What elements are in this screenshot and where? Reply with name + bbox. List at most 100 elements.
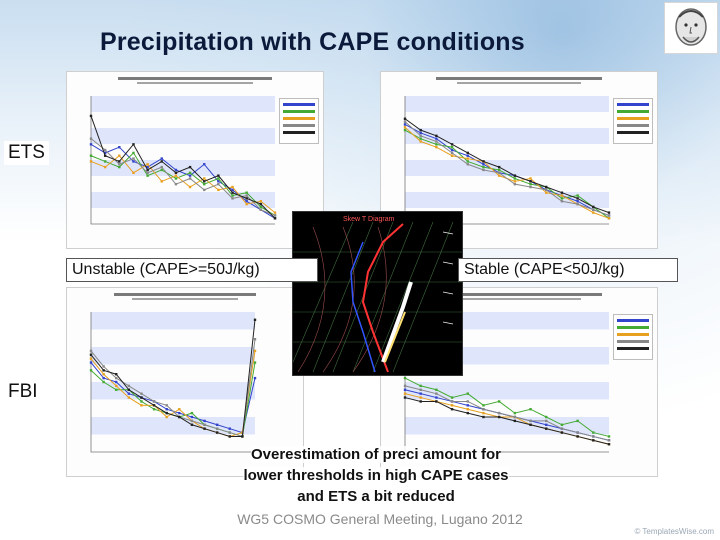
- series-point: [513, 182, 517, 186]
- series-point: [592, 431, 595, 434]
- legend-swatch-5: [617, 131, 649, 134]
- series-point: [497, 171, 501, 174]
- series-point: [89, 353, 93, 356]
- grid-band: [405, 382, 609, 400]
- grid-band: [91, 160, 275, 176]
- series-point: [466, 404, 469, 407]
- series-point: [103, 154, 107, 157]
- series-point: [174, 171, 178, 174]
- series-point: [115, 388, 118, 391]
- series-point: [174, 168, 178, 172]
- series-point: [529, 182, 532, 186]
- series-point: [482, 411, 485, 415]
- series-point: [529, 408, 532, 411]
- grid-band: [405, 417, 609, 435]
- series-line-4: [404, 121, 610, 216]
- legend-swatch-3: [617, 333, 649, 336]
- series-point: [190, 419, 194, 423]
- series-point: [592, 205, 595, 209]
- series-point: [231, 197, 234, 200]
- series-point: [419, 392, 422, 395]
- ets-unstable-chart: [66, 71, 324, 249]
- legend-swatch-2: [617, 110, 649, 113]
- series-point: [607, 214, 611, 217]
- series-point: [450, 148, 454, 152]
- series-point: [419, 128, 422, 132]
- series-point: [545, 419, 548, 423]
- series-point: [190, 411, 194, 415]
- skew-t-diagram: Skew T Diagram: [292, 211, 463, 376]
- series-point: [203, 180, 206, 183]
- series-point: [435, 392, 438, 395]
- series-point: [497, 165, 501, 169]
- legend-swatch-4: [617, 124, 649, 127]
- series-line-1: [90, 143, 276, 219]
- series-line-2: [90, 152, 276, 216]
- series-point: [259, 208, 263, 211]
- series-point: [545, 191, 548, 194]
- series-point: [466, 157, 469, 160]
- series-point: [419, 140, 422, 143]
- series-point: [513, 415, 517, 419]
- grid-band: [91, 347, 255, 365]
- series-point: [259, 202, 263, 206]
- series-point: [576, 419, 579, 423]
- series-point: [513, 419, 517, 423]
- series-point: [450, 151, 454, 155]
- grid-band: [405, 96, 609, 112]
- series-point: [203, 188, 206, 192]
- series-point: [273, 217, 277, 220]
- series-point: [217, 182, 220, 186]
- series-point: [273, 214, 277, 217]
- series-point: [89, 160, 93, 163]
- series-point: [231, 191, 234, 194]
- caption-line-3: and ETS a bit reduced: [297, 488, 455, 505]
- series-point: [513, 180, 517, 183]
- series-point: [89, 369, 93, 372]
- series-point: [560, 191, 564, 194]
- series-point: [160, 160, 163, 163]
- fbi-stable-chart: [380, 287, 658, 477]
- series-point: [513, 177, 517, 180]
- series-point: [607, 217, 611, 220]
- series-point: [203, 163, 206, 166]
- series-point: [482, 165, 485, 169]
- series-point: [102, 373, 105, 376]
- series-point: [115, 373, 118, 376]
- series-point: [576, 194, 579, 197]
- legend-swatch-4: [617, 340, 649, 343]
- series-point: [102, 376, 105, 380]
- series-point: [140, 404, 143, 407]
- series-point: [435, 143, 438, 146]
- series-point: [103, 165, 107, 169]
- series-point: [178, 415, 181, 419]
- series-point: [435, 140, 438, 143]
- series-point: [215, 427, 219, 430]
- series-point: [545, 427, 548, 430]
- series-point: [419, 137, 422, 140]
- series-point: [140, 396, 143, 399]
- series-point: [450, 400, 454, 403]
- series-point: [152, 404, 156, 407]
- findings-caption: Overestimation of preci amount for lower…: [216, 444, 536, 507]
- series-point: [403, 392, 407, 395]
- legend-swatch-5: [617, 347, 649, 350]
- series-line-5: [90, 319, 256, 437]
- grid-band: [91, 312, 255, 330]
- series-point: [190, 423, 194, 426]
- grid-band: [91, 96, 275, 112]
- series-point: [115, 384, 118, 388]
- series-point: [174, 174, 178, 177]
- series-point: [482, 404, 485, 407]
- series-point: [188, 174, 192, 177]
- series-point: [217, 177, 220, 180]
- series-point: [529, 180, 532, 183]
- series-point: [132, 143, 135, 146]
- legend-swatch-5: [283, 131, 315, 134]
- series-point: [89, 137, 93, 140]
- series-point: [576, 431, 579, 434]
- series-point: [160, 168, 163, 172]
- series-point: [245, 191, 248, 194]
- series-point: [127, 384, 131, 388]
- series-point: [545, 415, 548, 419]
